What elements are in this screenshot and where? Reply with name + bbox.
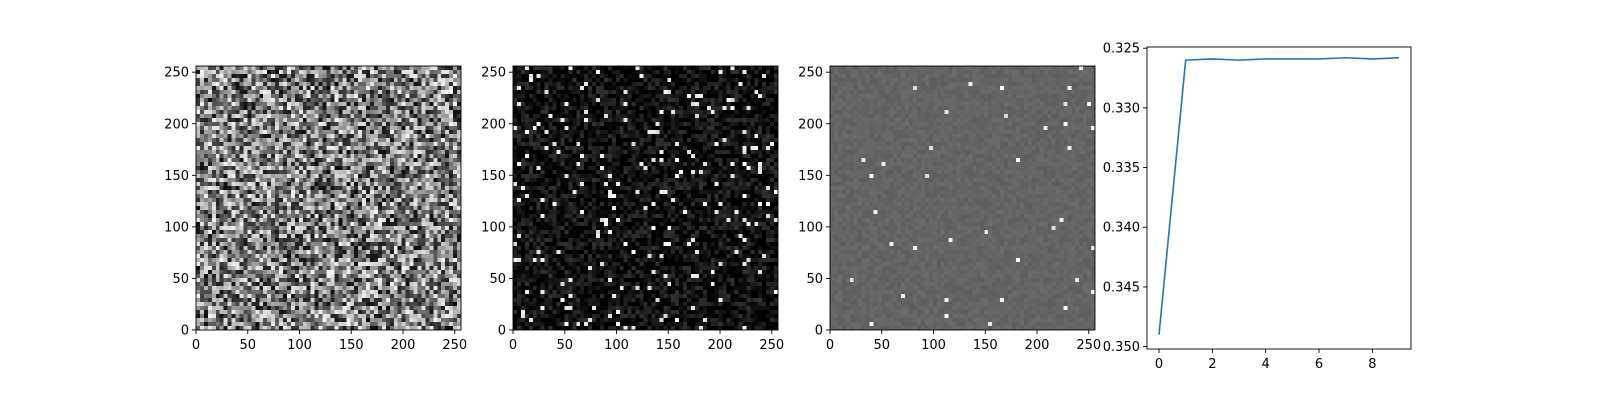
- image-panel-1: 0 50 100 150 200 250 0 50 100 150 200 250: [164, 65, 467, 353]
- y-tick-label: 250: [164, 66, 189, 81]
- x-tick-label: 0: [826, 338, 834, 353]
- y-tick-label: 100: [798, 220, 823, 235]
- y-tick-label: 150: [164, 169, 189, 184]
- x-tick-label: 0: [192, 338, 200, 353]
- x-tick-label: 0: [1155, 357, 1163, 372]
- x-tick-label: 2: [1208, 357, 1216, 372]
- y-tick-label: 0.330: [1103, 101, 1140, 116]
- y-tick-label: 0: [815, 324, 823, 339]
- x-tick-label: 150: [973, 338, 998, 353]
- x-tick-label: 8: [1368, 357, 1376, 372]
- x-tick-label: 250: [1076, 338, 1101, 353]
- y-tick-label: 0: [498, 324, 506, 339]
- y-tick-label: 200: [798, 117, 823, 132]
- y-tick-label: 50: [172, 272, 189, 287]
- y-tick-label: 150: [798, 169, 823, 184]
- x-tick-label: 100: [921, 338, 946, 353]
- axes-frame: [1146, 46, 1412, 350]
- y-tick-label: 0.345: [1103, 280, 1140, 295]
- image-heatmap: [513, 66, 778, 330]
- x-tick-label: 200: [708, 338, 733, 353]
- x-tick-label: 250: [759, 338, 784, 353]
- y-tick-label: 0.340: [1103, 221, 1140, 236]
- image-heatmap: [830, 66, 1095, 330]
- y-tick-label: 100: [164, 220, 189, 235]
- y-tick-label: 0.325: [1103, 42, 1140, 57]
- x-tick-label: 100: [604, 338, 629, 353]
- x-tick-label: 6: [1315, 357, 1323, 372]
- x-tick-label: 50: [873, 338, 890, 353]
- y-tick-label: 100: [481, 220, 506, 235]
- y-tick-label: 200: [481, 117, 506, 132]
- y-tick-label: 150: [481, 169, 506, 184]
- x-tick-label: 4: [1262, 357, 1270, 372]
- series-line: [1158, 56, 1400, 335]
- image-panel-2: 0 50 100 150 200 250 0 50 100 150 200 250: [481, 65, 784, 353]
- x-tick-label: 150: [656, 338, 681, 353]
- y-tick-label: 0.350: [1103, 340, 1140, 355]
- x-tick-label: 200: [391, 338, 416, 353]
- y-tick-label: 50: [489, 272, 506, 287]
- y-tick-label: 250: [481, 66, 506, 81]
- y-tick-label: 0.335: [1103, 161, 1140, 176]
- y-tick-label: 0: [181, 324, 189, 339]
- axes-frame: [512, 65, 779, 331]
- x-tick-label: 50: [239, 338, 256, 353]
- x-tick-label: 0: [509, 338, 517, 353]
- x-tick-label: 100: [287, 338, 312, 353]
- x-tick-label: 200: [1025, 338, 1050, 353]
- y-tick-label: 200: [164, 117, 189, 132]
- axes-frame: [195, 65, 462, 331]
- y-tick-label: 50: [806, 272, 823, 287]
- x-tick-label: 150: [339, 338, 364, 353]
- y-tick-label: 250: [798, 66, 823, 81]
- line-chart-panel: 0 2 4 6 8 0.325 0.330 0.335 0.340 0.345 0.350: [1103, 42, 1412, 372]
- image-panel-3: 0 50 100 150 200 250 0 50 100 150 200 250: [798, 65, 1101, 353]
- image-heatmap: [196, 66, 461, 330]
- x-tick-label: 50: [556, 338, 573, 353]
- axes-frame: [829, 65, 1096, 331]
- x-tick-label: 250: [442, 338, 467, 353]
